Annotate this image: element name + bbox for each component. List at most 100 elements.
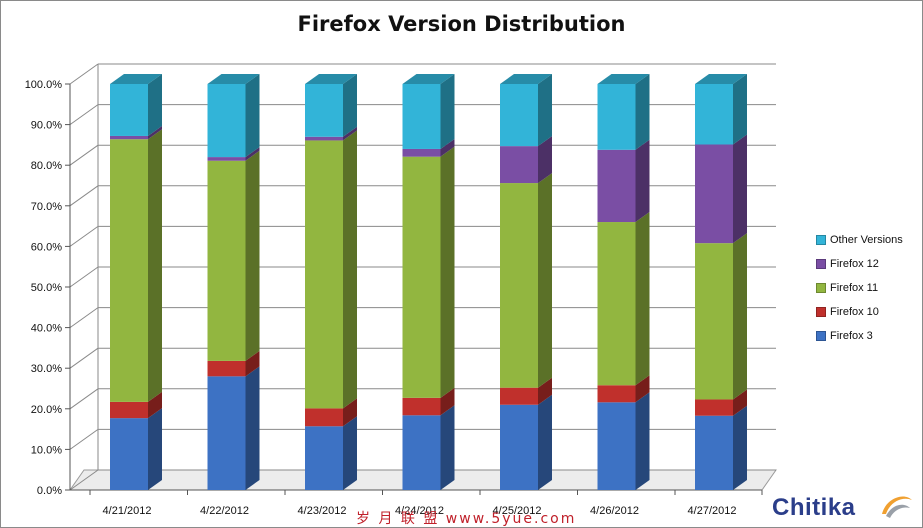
bar-segment-firefox-10 (597, 385, 636, 403)
bar-segment-firefox-12 (402, 148, 441, 157)
bar-side-firefox-3 (440, 405, 455, 490)
bar-segment-firefox-3 (207, 376, 246, 490)
y-tick-label: 100.0% (25, 79, 63, 91)
gridline-diagonal (69, 185, 99, 207)
bar-segment-other-versions (402, 84, 441, 149)
gridline-diagonal (69, 63, 99, 85)
x-tick-label: 4/23/2012 (298, 505, 347, 517)
y-tick-label: 10.0% (31, 444, 62, 456)
bar-segment-other-versions (597, 84, 636, 150)
legend: Other Versions Firefox 12 Firefox 11 Fir… (816, 228, 903, 348)
bar-segment-firefox-3 (402, 415, 441, 490)
bar-side-firefox-10 (635, 375, 650, 403)
legend-swatch-firefox3 (816, 331, 826, 341)
bar-segment-firefox-10 (402, 397, 441, 416)
bar-side-other-versions (148, 74, 162, 136)
bar-segment-firefox-12 (305, 136, 343, 141)
bar-segment-firefox-11 (500, 183, 538, 388)
bar-segment-firefox-10 (207, 360, 246, 377)
bar-side-firefox-11 (538, 173, 552, 388)
bar-side-firefox-12 (440, 138, 455, 157)
gridline-diagonal (69, 307, 99, 329)
legend-item-other: Other Versions (816, 228, 903, 252)
x-tick-label: 4/22/2012 (200, 505, 249, 517)
legend-swatch-firefox12 (816, 259, 826, 269)
logo-swoosh-icon (882, 496, 912, 518)
bar-side-firefox-11 (440, 146, 455, 398)
gridline-diagonal (69, 388, 99, 410)
bar-side-other-versions (538, 74, 552, 147)
bar-segment-firefox-11 (207, 160, 246, 361)
legend-swatch-other (816, 235, 826, 245)
bar-segment-firefox-3 (110, 418, 148, 490)
bar-segment-firefox-10 (110, 401, 148, 419)
gridline-diagonal (69, 428, 99, 450)
bar-top-face (305, 74, 357, 84)
bar-segment-firefox-11 (305, 140, 343, 409)
bar-side-firefox-3 (733, 405, 747, 490)
bar-segment-other-versions (695, 84, 733, 145)
bar-segment-firefox-11 (597, 222, 636, 386)
chitika-logo: Chitika (772, 492, 912, 522)
bar-segment-other-versions (207, 84, 246, 158)
y-tick-label: 20.0% (31, 404, 62, 416)
bar-side-firefox-11 (733, 233, 747, 400)
bar-top-face (695, 74, 747, 84)
bar-side-firefox-10 (343, 398, 357, 427)
legend-swatch-firefox11 (816, 283, 826, 293)
chart-title: Firefox Version Distribution (297, 12, 626, 36)
legend-label-firefox3: Firefox 3 (830, 330, 873, 342)
legend-item-firefox3: Firefox 3 (816, 324, 903, 348)
bar-segment-firefox-3 (695, 415, 733, 490)
legend-label-firefox11: Firefox 11 (830, 282, 879, 294)
bar-side-firefox-10 (245, 350, 260, 377)
bar-segment-firefox-11 (402, 156, 441, 398)
bar-side-firefox-11 (148, 129, 162, 402)
bar-top-face (597, 74, 650, 84)
bar-segment-firefox-12 (207, 157, 246, 161)
bar-segment-firefox-12 (500, 146, 538, 184)
bar-side-firefox-11 (343, 130, 357, 409)
legend-item-firefox11: Firefox 11 (816, 276, 903, 300)
x-tick-label: 4/21/2012 (103, 505, 152, 517)
gridline-diagonal (69, 469, 99, 491)
bar-segment-firefox-12 (597, 149, 636, 223)
bar-side-other-versions (245, 74, 260, 158)
y-tick-label: 40.0% (31, 323, 62, 335)
y-tick-label: 60.0% (31, 241, 62, 253)
bar-segment-other-versions (110, 84, 148, 136)
bar-segment-other-versions (305, 84, 343, 137)
y-tick-label: 70.0% (31, 201, 62, 213)
watermark-text: 岁 月 联 盟 www.5yue.com (356, 511, 577, 527)
x-tick-label: 4/24/2012 (395, 505, 444, 517)
legend-item-firefox10: Firefox 10 (816, 300, 903, 324)
bar-side-firefox-12 (538, 136, 552, 184)
gridline-diagonal (69, 225, 99, 247)
bar-top-face (207, 74, 260, 84)
gridline-diagonal (69, 144, 99, 166)
y-tick-label: 50.0% (31, 282, 62, 294)
bar-side-other-versions (343, 74, 357, 137)
legend-label-firefox12: Firefox 12 (830, 258, 879, 270)
bar-segment-firefox-10 (500, 387, 538, 405)
bar-top-face (402, 74, 455, 84)
bar-segment-firefox-11 (695, 243, 733, 400)
bar-side-firefox-10 (440, 387, 455, 416)
y-tick-label: 30.0% (31, 363, 62, 375)
bar-side-firefox-3 (148, 408, 162, 490)
bar-side-firefox-12 (635, 139, 650, 223)
bar-segment-firefox-3 (597, 402, 636, 490)
x-tick-label: 4/25/2012 (493, 505, 542, 517)
bar-side-firefox-11 (245, 150, 260, 361)
y-tick-label: 80.0% (31, 160, 62, 172)
bar-segment-firefox-12 (110, 135, 148, 140)
bar-side-firefox-3 (245, 366, 260, 490)
gridline-diagonal (69, 104, 99, 126)
bar-side-firefox-10 (538, 377, 552, 405)
bar-side-firefox-12 (343, 126, 357, 141)
bar-segment-firefox-10 (305, 408, 343, 427)
bar-segment-firefox-12 (695, 144, 733, 244)
bar-side-other-versions (440, 74, 455, 149)
bar-side-firefox-3 (538, 394, 552, 490)
